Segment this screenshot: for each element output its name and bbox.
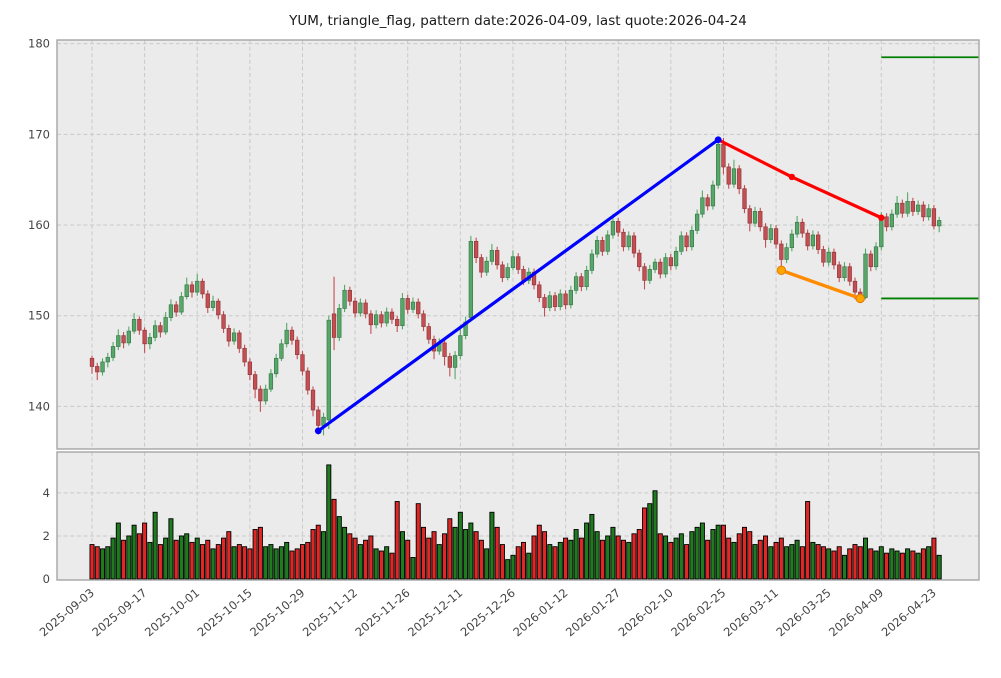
price-panel-frame bbox=[56, 39, 980, 450]
flagpole-line bbox=[316, 138, 720, 433]
volume-bars bbox=[89, 464, 942, 580]
date-tick-label: 2026-01-27 bbox=[563, 586, 623, 640]
date-tick-label: 2025-11-26 bbox=[352, 586, 412, 640]
date-tick-label: 2025-10-01 bbox=[142, 586, 202, 640]
date-tick-label: 2026-03-11 bbox=[721, 586, 781, 640]
volume-tick-label: 0 bbox=[43, 572, 50, 586]
date-tick-label: 2025-12-26 bbox=[458, 586, 518, 640]
volume-panel-frame bbox=[56, 451, 980, 581]
price-tick-label: 160 bbox=[28, 218, 50, 232]
price-panel bbox=[57, 40, 979, 449]
flag-lower-line bbox=[779, 268, 862, 301]
date-tick-label: 2026-04-09 bbox=[826, 586, 886, 640]
candlesticks bbox=[89, 137, 942, 436]
date-tick-label: 2025-11-12 bbox=[300, 586, 360, 640]
date-tick-label: 2026-03-25 bbox=[773, 586, 833, 640]
date-tick-label: 2025-12-11 bbox=[405, 586, 465, 640]
date-tick-label: 2025-10-29 bbox=[247, 586, 307, 640]
date-tick-label: 2026-02-10 bbox=[616, 586, 676, 640]
chart-title: YUM, triangle_flag, pattern date:2026-04… bbox=[289, 13, 747, 29]
date-tick-label: 2025-09-17 bbox=[89, 586, 149, 640]
volume-tick-label: 4 bbox=[43, 486, 50, 500]
pattern-overlays bbox=[314, 56, 979, 435]
date-tick-label: 2026-04-23 bbox=[879, 586, 939, 640]
price-tick-label: 150 bbox=[28, 309, 50, 323]
volume-tick-label: 2 bbox=[43, 529, 50, 543]
price-tick-label: 140 bbox=[28, 399, 50, 413]
date-tick-label: 2026-02-25 bbox=[668, 586, 728, 640]
price-tick-label: 180 bbox=[28, 37, 50, 51]
date-tick-label: 2026-01-12 bbox=[510, 586, 570, 640]
date-tick-label: 2025-09-03 bbox=[37, 586, 97, 640]
price-tick-label: 170 bbox=[28, 127, 50, 141]
date-tick-label: 2025-10-15 bbox=[195, 586, 255, 640]
